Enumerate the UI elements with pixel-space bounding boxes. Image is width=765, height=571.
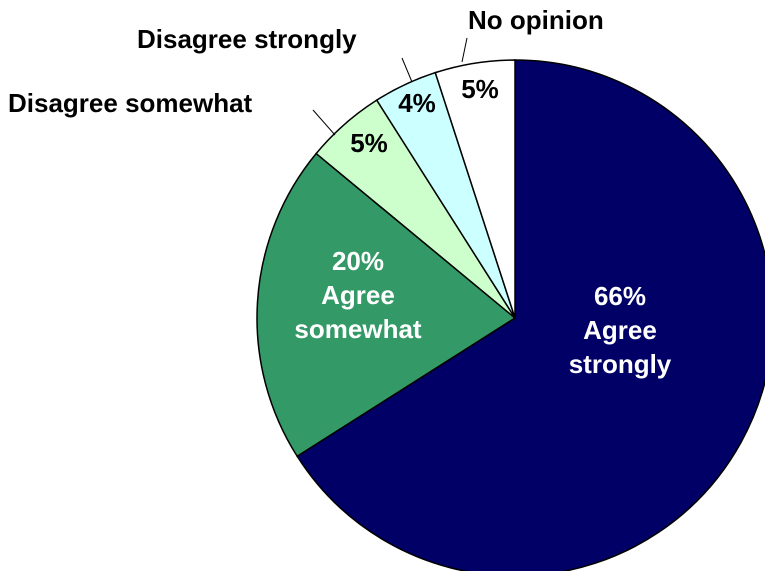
pie-slice-agree-somewhat (256, 152, 517, 458)
slices-layer (256, 59, 765, 571)
data-label-name-agree-strongly-2: strongly (569, 349, 672, 379)
data-label-name-agree-somewhat-2: somewhat (294, 314, 421, 344)
leader-line-no-opinion (461, 37, 468, 63)
data-label-name-agree-strongly-1: Agree (583, 315, 657, 345)
data-label-name-disagree-somewhat: Disagree somewhat (8, 88, 253, 118)
labels-layer: 66% Agree strongly 20% Agree somewhat 5% Disagr… (8, 5, 672, 379)
data-label-value-disagree-somewhat: 5% (350, 128, 388, 158)
pie-slice-agree-strongly (296, 59, 765, 571)
leader-line-disagree-strongly (401, 57, 413, 83)
data-label-value-agree-strongly: 66% (594, 281, 646, 311)
data-label-name-agree-somewhat-1: Agree (321, 280, 395, 310)
data-label-value-no-opinion: 5% (461, 74, 499, 104)
leader-lines (312, 37, 468, 136)
data-label-value-agree-somewhat: 20% (332, 246, 384, 276)
leader-line-disagree-somewhat (312, 109, 336, 136)
data-label-name-no-opinion: No opinion (468, 5, 604, 35)
data-label-value-disagree-strongly: 4% (398, 88, 436, 118)
pie-slice-no-opinion (434, 59, 516, 319)
data-label-name-disagree-strongly: Disagree strongly (137, 24, 357, 54)
